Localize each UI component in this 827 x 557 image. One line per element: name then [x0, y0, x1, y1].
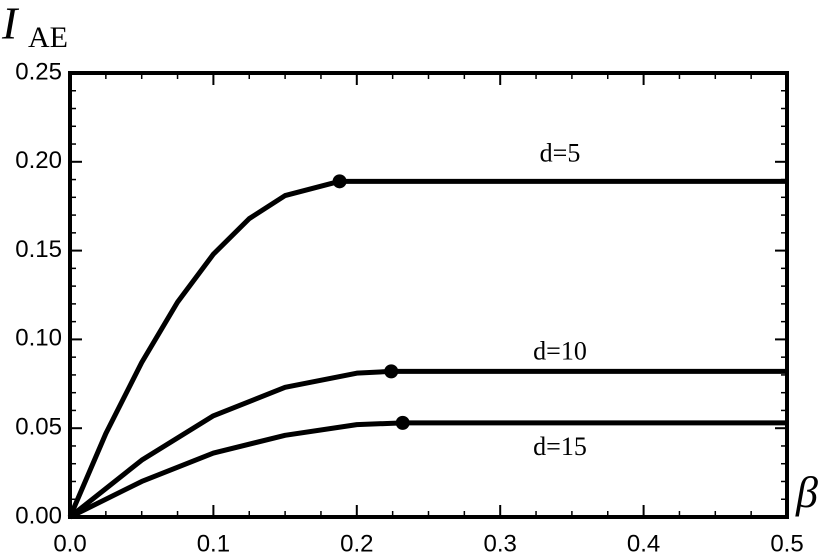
series-line: [68, 368, 787, 519]
y-tick-label: 0.25: [15, 58, 62, 85]
peak-marker: [395, 415, 410, 430]
x-tick-label: 0.2: [340, 530, 373, 557]
peak-marker: [332, 174, 347, 189]
plot-frame: [68, 71, 789, 519]
y-tick-label: 0.05: [15, 414, 62, 441]
y-axis-label-subscript: AE: [28, 21, 68, 54]
y-tick-label: 0.00: [15, 502, 62, 529]
x-axis-label: β: [795, 468, 818, 517]
x-tick-label: 0.3: [484, 530, 517, 557]
series-label: d=10: [533, 336, 587, 365]
y-axis-label: I: [1, 0, 20, 49]
series-label: d=15: [533, 432, 587, 461]
peak-marker: [384, 364, 399, 379]
y-tick-label: 0.15: [15, 236, 62, 263]
x-tick-label: 0.4: [627, 530, 660, 557]
x-tick-label: 0.1: [197, 530, 230, 557]
series-label: d=5: [540, 138, 581, 167]
x-tick-label: 0.5: [770, 530, 803, 557]
x-tick-label: 0.0: [53, 530, 86, 557]
series-line: [67, 178, 787, 518]
y-tick-label: 0.20: [15, 147, 62, 174]
y-tick-label: 0.10: [15, 325, 62, 352]
